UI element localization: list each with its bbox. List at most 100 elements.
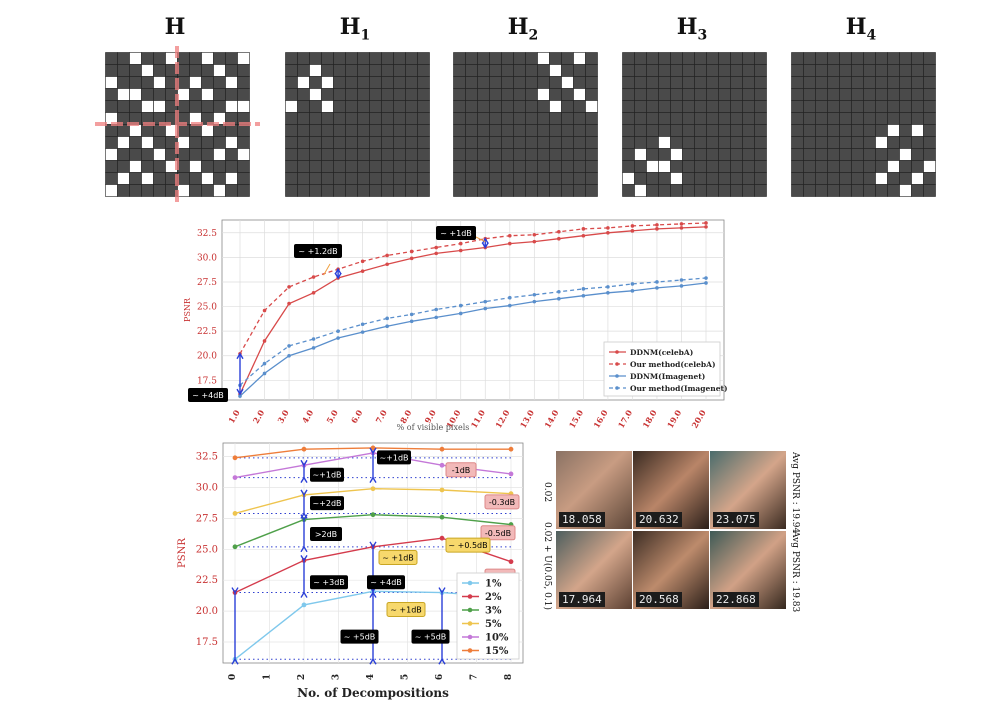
grid-cell: [730, 124, 743, 137]
grid-cell: [682, 100, 695, 113]
grid-cell: [742, 76, 755, 89]
data-point: [655, 227, 659, 231]
data-point: [630, 229, 635, 233]
grid-cell: [634, 88, 647, 101]
annotation-label: -1dB: [452, 466, 471, 475]
grid-cell: [297, 112, 310, 125]
grid-cell: [815, 88, 828, 101]
grid-cell: [537, 124, 550, 137]
arrow-head: [300, 489, 308, 497]
annotation-bg: [310, 527, 342, 542]
grid-cell: [646, 160, 659, 173]
grid-cell: [309, 124, 322, 137]
grid-cell: [345, 52, 358, 65]
grid-cell: [718, 148, 731, 161]
grid-cell: [381, 112, 394, 125]
grid-cell: [742, 64, 755, 77]
grid-cell: [345, 148, 358, 161]
grid-cell: [189, 160, 202, 173]
y-tick-label: 30.0: [197, 253, 217, 263]
grid-cell: [201, 64, 214, 77]
grid-cell: [501, 136, 514, 149]
grid-cell: [465, 88, 478, 101]
grid-cell: [333, 112, 346, 125]
legend-marker: [467, 648, 473, 653]
data-point: [385, 253, 389, 258]
annotation-box: -0.5dB: [480, 525, 516, 541]
grid-cell: [237, 52, 250, 65]
grid-cell: [321, 100, 334, 113]
x-tick-label: 4: [366, 674, 376, 680]
grid-cell: [417, 88, 430, 101]
grid-cell: [851, 88, 864, 101]
grid-cell: [201, 160, 214, 173]
grid-cell: [141, 100, 154, 113]
grid-cell: [585, 76, 598, 89]
grid-cell: [911, 148, 924, 161]
grid-cell: [189, 52, 202, 65]
x-tick-label: 7: [470, 674, 480, 680]
grid-cell: [899, 112, 912, 125]
grid-cell: [815, 112, 828, 125]
face-r1c1: 18.058: [556, 451, 632, 529]
data-point: [301, 602, 307, 608]
grid-cell: [573, 136, 586, 149]
grid-cell: [730, 160, 743, 173]
grid-cell: [177, 160, 190, 173]
x-axis-label: % of visible pixels: [397, 423, 470, 432]
grid-cell: [393, 160, 406, 173]
grid-cell: [646, 100, 659, 113]
grid-cell: [357, 160, 370, 173]
grid-cell: [803, 100, 816, 113]
grid-cell: [658, 100, 671, 113]
arrow-head: [300, 555, 308, 562]
grid-cell: [670, 76, 683, 89]
grid-cell: [345, 88, 358, 101]
grid-cell: [489, 52, 502, 65]
data-point: [287, 301, 291, 306]
data-point: [336, 336, 340, 340]
grid-cell: [309, 136, 322, 149]
data-point: [360, 330, 365, 334]
annotation-box: ~ +4dB: [367, 575, 405, 590]
grid-cell: [706, 160, 719, 173]
grid-cell: [827, 136, 840, 149]
grid-cell: [815, 76, 828, 89]
grid-cell: [513, 52, 526, 65]
data-point: [458, 303, 463, 308]
data-point: [655, 286, 659, 290]
grid-cell: [105, 184, 118, 197]
grid-cell: [309, 172, 322, 185]
data-point: [434, 315, 439, 320]
grid-cell: [117, 52, 130, 65]
annotation-label: ~ +1.2dB: [298, 247, 337, 256]
grid-cell: [815, 136, 828, 149]
grid-cell: [875, 160, 888, 173]
grid-title-sub: 4: [866, 27, 877, 44]
annotation-label: ~+2dB: [312, 499, 341, 508]
series-line: [239, 222, 707, 355]
grid-cell: [201, 124, 214, 137]
grid-cell: [309, 160, 322, 173]
grid-cell: [345, 136, 358, 149]
grid-cell: [153, 124, 166, 137]
psnr-label: 17.964: [559, 592, 605, 607]
arrow-head: [300, 476, 308, 483]
grid-cell: [815, 160, 828, 173]
grid-cell: [477, 76, 490, 89]
legend-label: 10%: [485, 633, 509, 644]
grid-cell: [417, 100, 430, 113]
grid-cell: [453, 76, 466, 89]
grid-cell: [141, 172, 154, 185]
data-point: [630, 289, 635, 293]
grid-cell: [501, 52, 514, 65]
grid-cell: [237, 160, 250, 173]
arrow-head: [231, 587, 239, 594]
grid-cell: [875, 88, 888, 101]
grid-cell: [561, 112, 574, 125]
psnr-label: 20.568: [636, 592, 682, 607]
grid-cell: [357, 148, 370, 161]
grid-cell: [694, 148, 707, 161]
grid-cell: [525, 76, 538, 89]
grid-title: H1: [280, 14, 430, 43]
